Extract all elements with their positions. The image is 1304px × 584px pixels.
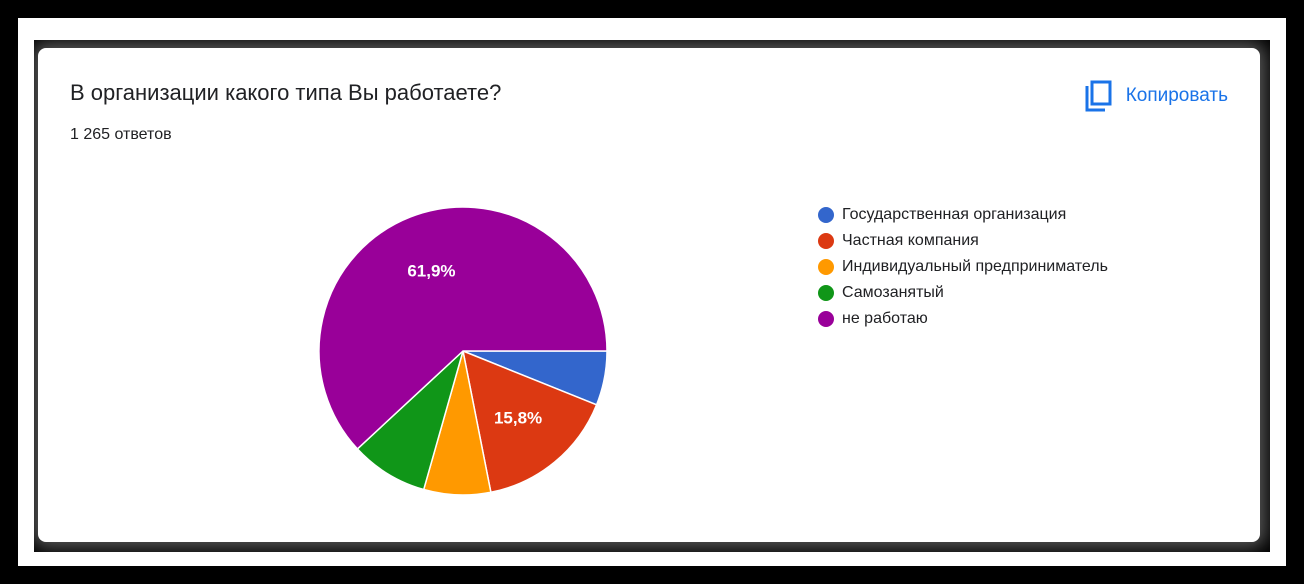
pie-slice[interactable] (318, 206, 608, 450)
copy-icon (1084, 80, 1112, 112)
legend-swatch (818, 311, 834, 327)
response-count: 1 265 ответов (70, 126, 172, 143)
legend-item[interactable]: Государственная организация (818, 202, 1108, 228)
legend-item[interactable]: Самозанятый (818, 280, 1108, 306)
copy-button[interactable]: Копировать (1084, 76, 1228, 116)
summary-card: В организации какого типа Вы работаете? … (38, 48, 1260, 542)
legend-label: Частная компания (842, 232, 979, 249)
legend-label: Индивидуальный предприниматель (842, 258, 1108, 275)
pie-data-label: 15,8% (494, 409, 542, 428)
pie-chart: 15,8% 61,9% (318, 206, 608, 496)
legend-label: Государственная организация (842, 206, 1067, 223)
legend-swatch (818, 207, 834, 223)
legend-swatch (818, 259, 834, 275)
legend-item[interactable]: не работаю (818, 306, 1108, 332)
legend-swatch (818, 233, 834, 249)
copy-button-label: Копировать (1125, 85, 1228, 106)
legend-item[interactable]: Частная компания (818, 228, 1108, 254)
pie-slice[interactable] (461, 349, 598, 494)
legend-item[interactable]: Индивидуальный предприниматель (818, 254, 1108, 280)
question-title: В организации какого типа Вы работаете? (70, 80, 502, 105)
chart-legend: Государственная организация Частная компа… (818, 202, 1108, 332)
legend-label: Самозанятый (842, 284, 944, 301)
pie-data-label: 61,9% (407, 262, 455, 281)
legend-label: не работаю (842, 310, 928, 327)
legend-swatch (818, 285, 834, 301)
